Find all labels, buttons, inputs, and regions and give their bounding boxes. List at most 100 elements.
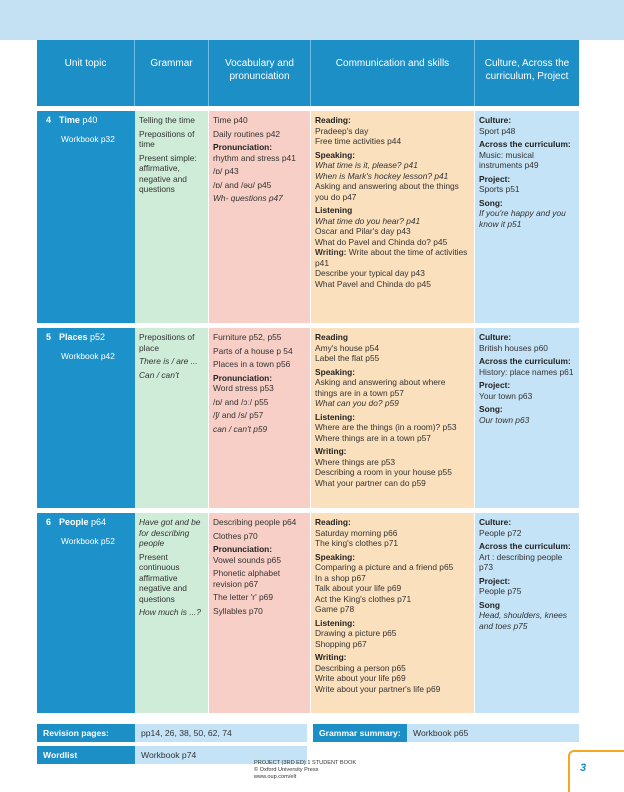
vocab-item: Phonetic alphabet revision p67 bbox=[213, 568, 281, 589]
vocabulary-cell: Time p40 Daily routines p42 Pronunciatio… bbox=[209, 111, 311, 323]
grammar-item: Can / can't bbox=[139, 369, 179, 380]
culture-heading: Song: bbox=[479, 197, 503, 208]
vocab-item: /ɒ/ p43 bbox=[213, 166, 239, 176]
grammar-item: Telling the time bbox=[139, 115, 195, 125]
unit-topic-cell: 5 Places p52 Workbook p42 bbox=[37, 328, 135, 508]
footer-line: www.oup.com/elt bbox=[254, 773, 297, 780]
vocab-item: /ɒ/ and /əʊ/ p45 bbox=[213, 179, 272, 190]
unit-title: 5 Places p52 bbox=[46, 332, 106, 342]
skill-item: Saturday morning p66 bbox=[315, 527, 398, 538]
skill-item: What time is it, please? p41 bbox=[315, 160, 418, 170]
culture-heading: Across the curriculum: bbox=[479, 541, 571, 551]
grammar-item: Prepositions of time bbox=[139, 128, 195, 150]
skill-item: Drawing a picture p65 bbox=[315, 628, 397, 638]
culture-heading: Across the curriculum: bbox=[479, 139, 571, 149]
communication-cell: Reading: Pradeep's day Free time activit… bbox=[311, 111, 475, 323]
skill-item: Describe your typical day p43 bbox=[315, 268, 425, 278]
grammar-cell: Telling the time Prepositions of time Pr… bbox=[135, 111, 209, 323]
grammar-cell: Have got and be for describing people Pr… bbox=[135, 513, 209, 713]
header-vocabulary: Vocabulary and pronunciation bbox=[209, 40, 311, 106]
culture-item: If you're happy and you know it p51 bbox=[479, 208, 566, 229]
skill-item: Write about your partner's life p69 bbox=[315, 683, 441, 694]
skill-item: The king's clothes p71 bbox=[315, 538, 399, 548]
culture-cell: Culture: Sport p48 Across the curriculum… bbox=[475, 111, 579, 323]
culture-item: People p75 bbox=[479, 586, 522, 596]
skill-item: Where things are in a town p57 bbox=[315, 432, 431, 443]
skill-item: Describing a person p65 bbox=[315, 662, 406, 673]
vocab-item: Vowel sounds p65 bbox=[213, 554, 281, 565]
skill-heading: Listening bbox=[315, 205, 353, 215]
skill-item: Asking and answering about the things yo… bbox=[315, 181, 459, 202]
skill-heading: Listening: bbox=[315, 617, 356, 628]
skill-heading: Reading bbox=[315, 332, 349, 342]
culture-item: Sports p51 bbox=[479, 184, 520, 194]
skill-item: Free time activities p44 bbox=[315, 136, 402, 146]
culture-item: Sport p48 bbox=[479, 125, 516, 136]
table-row: 6 People p64 Workbook p52 Have got and be… bbox=[37, 513, 579, 713]
unit-workbook: Workbook p32 bbox=[61, 134, 115, 145]
skill-item: What your partner can do p59 bbox=[315, 477, 426, 488]
culture-heading: Culture: bbox=[479, 115, 512, 125]
vocab-item: The letter 'r' p69 bbox=[213, 592, 273, 602]
culture-item: Our town p63 bbox=[479, 414, 530, 425]
culture-item: Music: musical instruments p49 bbox=[479, 149, 539, 171]
vocab-item: /ɒ/ and /ɔː/ p55 bbox=[213, 396, 269, 407]
contents-table: Unit topic Grammar Vocabulary and pronun… bbox=[37, 40, 579, 713]
culture-item: History: place names p61 bbox=[479, 366, 574, 377]
skill-item: Where are the things (in a room)? p53 bbox=[315, 422, 457, 432]
culture-item: British houses p60 bbox=[479, 342, 548, 353]
skill-item: Shopping p67 bbox=[315, 638, 367, 649]
skill-item: Oscar and Pilar's day p43 bbox=[315, 226, 411, 236]
vocab-item: Word stress p53 bbox=[213, 383, 274, 393]
vocab-item: Wh- questions p47 bbox=[213, 193, 283, 203]
grammar-item: There is / are ... bbox=[139, 356, 198, 366]
culture-item: Head, shoulders, knees and toes p75 bbox=[479, 610, 567, 631]
vocab-item: /ʃ/ and /s/ p57 bbox=[213, 410, 264, 420]
wordlist-value: Workbook p74 bbox=[135, 746, 307, 764]
skill-item: Describing a room in your house p55 bbox=[315, 467, 452, 477]
pronunciation-heading: Pronunciation: bbox=[213, 544, 273, 554]
unit-topic-cell: 4 Time p40 Workbook p32 bbox=[37, 111, 135, 323]
unit-topic-cell: 6 People p64 Workbook p52 bbox=[37, 513, 135, 713]
vocab-item: can / can't p59 bbox=[213, 423, 268, 434]
vocab-item: Daily routines p42 bbox=[213, 128, 281, 139]
footer-credits: PROJECT (3RD ED) 1 STUDENT BOOK © Oxford… bbox=[254, 760, 356, 781]
culture-heading: Project: bbox=[479, 575, 511, 586]
table-header: Unit topic Grammar Vocabulary and pronun… bbox=[37, 40, 579, 106]
page-number-tab: 3 bbox=[568, 750, 624, 792]
culture-cell: Culture: British houses p60 Across the c… bbox=[475, 328, 579, 508]
culture-heading: Project: bbox=[479, 173, 511, 184]
culture-heading: Project: bbox=[479, 380, 511, 390]
header-grammar: Grammar bbox=[135, 40, 209, 106]
skill-item: What do Pavel and Chinda do? p45 bbox=[315, 236, 448, 247]
pronunciation-heading: Pronunciation: bbox=[213, 142, 273, 152]
revision-value: pp14, 26, 38, 50, 62, 74 bbox=[135, 724, 307, 742]
revision-row: Revision pages: pp14, 26, 38, 50, 62, 74… bbox=[37, 724, 579, 742]
grammar-cell: Prepositions of place There is / are ...… bbox=[135, 328, 209, 508]
top-banner bbox=[0, 0, 624, 40]
skill-heading: Reading: bbox=[315, 517, 351, 527]
revision-label: Revision pages: bbox=[37, 724, 135, 742]
skill-item: In a shop p67 bbox=[315, 572, 366, 583]
communication-cell: Reading: Saturday morning p66 The king's… bbox=[311, 513, 475, 713]
wordlist-row: Wordlist Workbook p74 bbox=[37, 746, 579, 764]
grammar-item: How much is ...? bbox=[139, 607, 201, 617]
wordlist-label: Wordlist bbox=[37, 746, 135, 764]
grammar-item: Present continuous affirmative negative … bbox=[139, 551, 187, 604]
skill-item: Act the King's clothes p71 bbox=[315, 593, 412, 604]
summary-rows: Revision pages: pp14, 26, 38, 50, 62, 74… bbox=[37, 724, 579, 768]
culture-heading: Song bbox=[479, 599, 500, 610]
skill-item: What time do you hear? p41 bbox=[315, 215, 421, 226]
culture-item: People p72 bbox=[479, 527, 522, 538]
skill-heading: Writing: bbox=[315, 446, 347, 456]
vocab-item: Parts of a house p 54 bbox=[213, 345, 293, 356]
page-number: 3 bbox=[580, 762, 587, 774]
grammar-summary-label: Grammar summary: bbox=[313, 724, 407, 742]
grammar-item: Have got and be for describing people bbox=[139, 517, 201, 548]
skill-heading: Speaking: bbox=[315, 551, 356, 562]
culture-heading: Across the curriculum: bbox=[479, 356, 571, 366]
vocab-item: Clothes p70 bbox=[213, 530, 258, 541]
vocab-item: Places in a town p56 bbox=[213, 359, 291, 369]
skill-item: What Pavel and Chinda do p45 bbox=[315, 278, 431, 289]
header-culture: Culture, Across the curriculum, Project bbox=[475, 40, 579, 106]
